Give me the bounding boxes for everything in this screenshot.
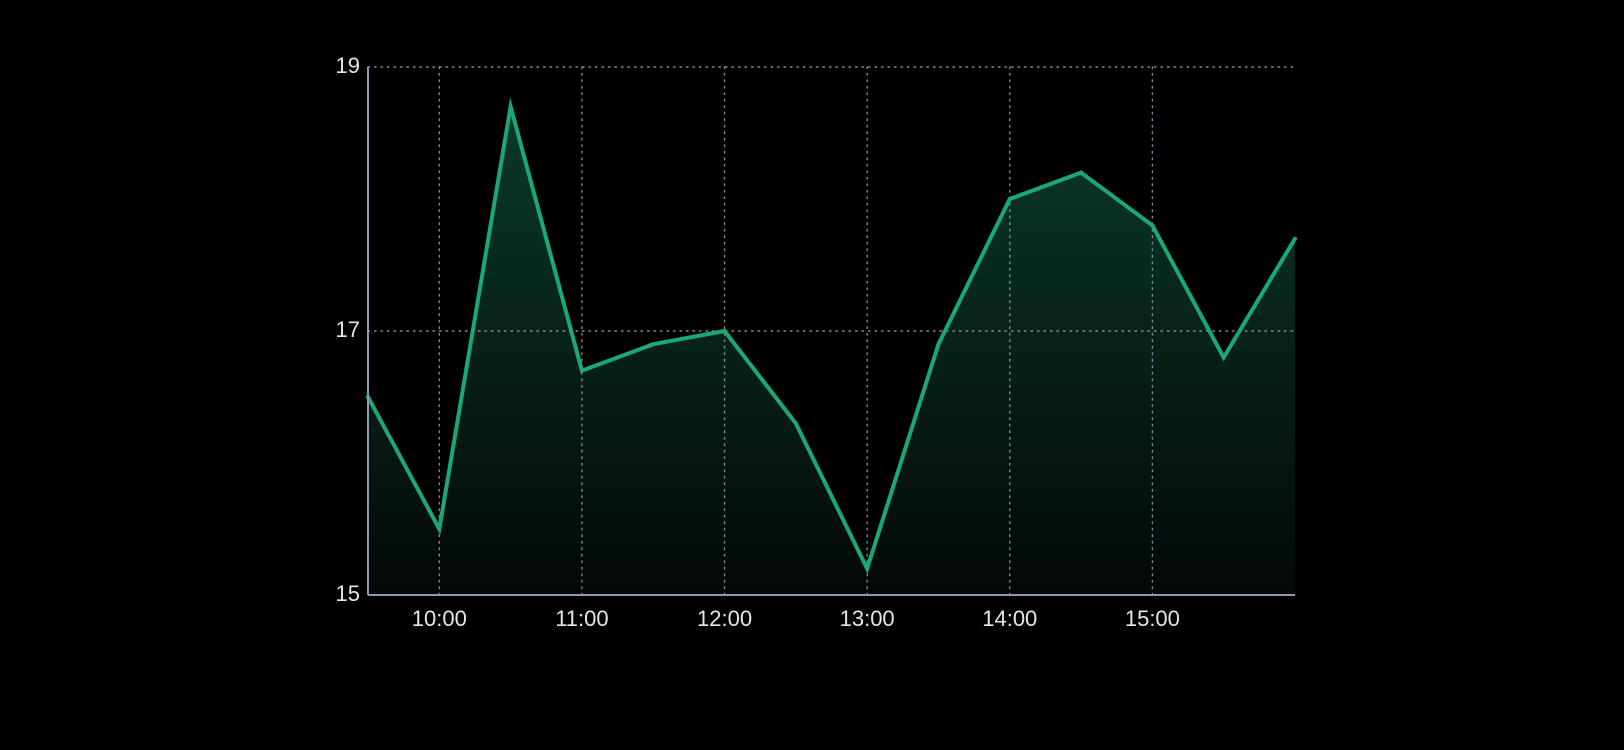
x-tick-label: 10:00	[412, 606, 467, 631]
data-point	[651, 342, 656, 347]
data-point	[579, 368, 584, 373]
data-point	[722, 329, 727, 333]
x-tick-label: 12:00	[697, 606, 752, 631]
x-tick-label: 11:00	[555, 606, 608, 631]
data-point	[793, 421, 798, 426]
data-point	[1007, 197, 1012, 201]
data-point	[1079, 170, 1084, 175]
data-point	[437, 527, 442, 531]
data-point	[865, 566, 870, 571]
data-point	[1293, 236, 1297, 241]
x-tick-label: 14:00	[982, 606, 1037, 631]
data-point	[1150, 223, 1155, 228]
y-tick-label: 17	[336, 317, 360, 342]
data-point	[936, 342, 941, 347]
series-line	[366, 97, 1297, 574]
x-tick-label: 15:00	[1125, 606, 1180, 631]
data-point	[508, 104, 513, 109]
x-tick-label: 13:00	[840, 606, 895, 631]
data-point	[1221, 355, 1226, 360]
area-fill	[368, 106, 1295, 595]
y-tick-label: 19	[336, 53, 360, 78]
plot-area: 15 17 19 10:00 11:00 12:00 13:00 14:00 15:00	[336, 53, 1297, 631]
y-tick-label: 15	[336, 581, 360, 606]
